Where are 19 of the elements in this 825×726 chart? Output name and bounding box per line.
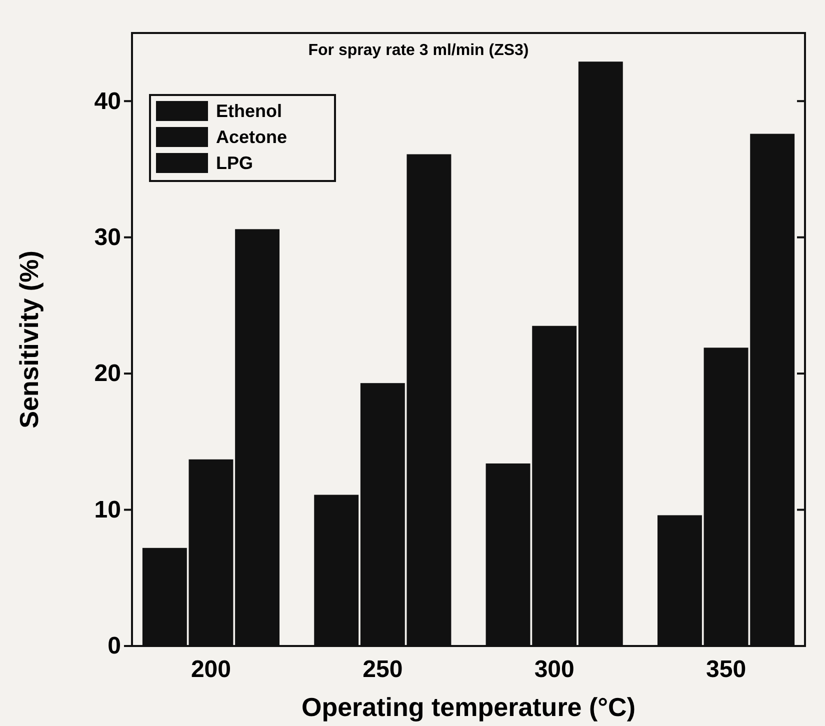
y-tick-label: 20 (94, 360, 121, 388)
text: For spray rate 3 ml/min (ZS3) (308, 42, 529, 59)
legend-label: LPG (216, 153, 254, 173)
x-tick-label: 300 (534, 656, 574, 684)
legend-label: Acetone (216, 127, 288, 147)
y-tick-label: 40 (94, 88, 121, 115)
bar (235, 229, 280, 646)
x-tick-label: 200 (190, 656, 231, 684)
y-tick-label: 30 (94, 224, 121, 252)
y-tick-label: 0 (108, 632, 121, 660)
legend-label: Ethenol (216, 101, 282, 121)
x-tick-label: 350 (706, 656, 746, 684)
bar (578, 62, 623, 646)
y-tick-label: 10 (94, 496, 121, 524)
x-axis-title: Operating temperature (°C) (301, 692, 636, 722)
bar (314, 494, 359, 646)
x-tick-label: 250 (362, 656, 403, 684)
y-axis-title: Sensitivity (%) (14, 250, 44, 428)
bar (657, 515, 702, 646)
